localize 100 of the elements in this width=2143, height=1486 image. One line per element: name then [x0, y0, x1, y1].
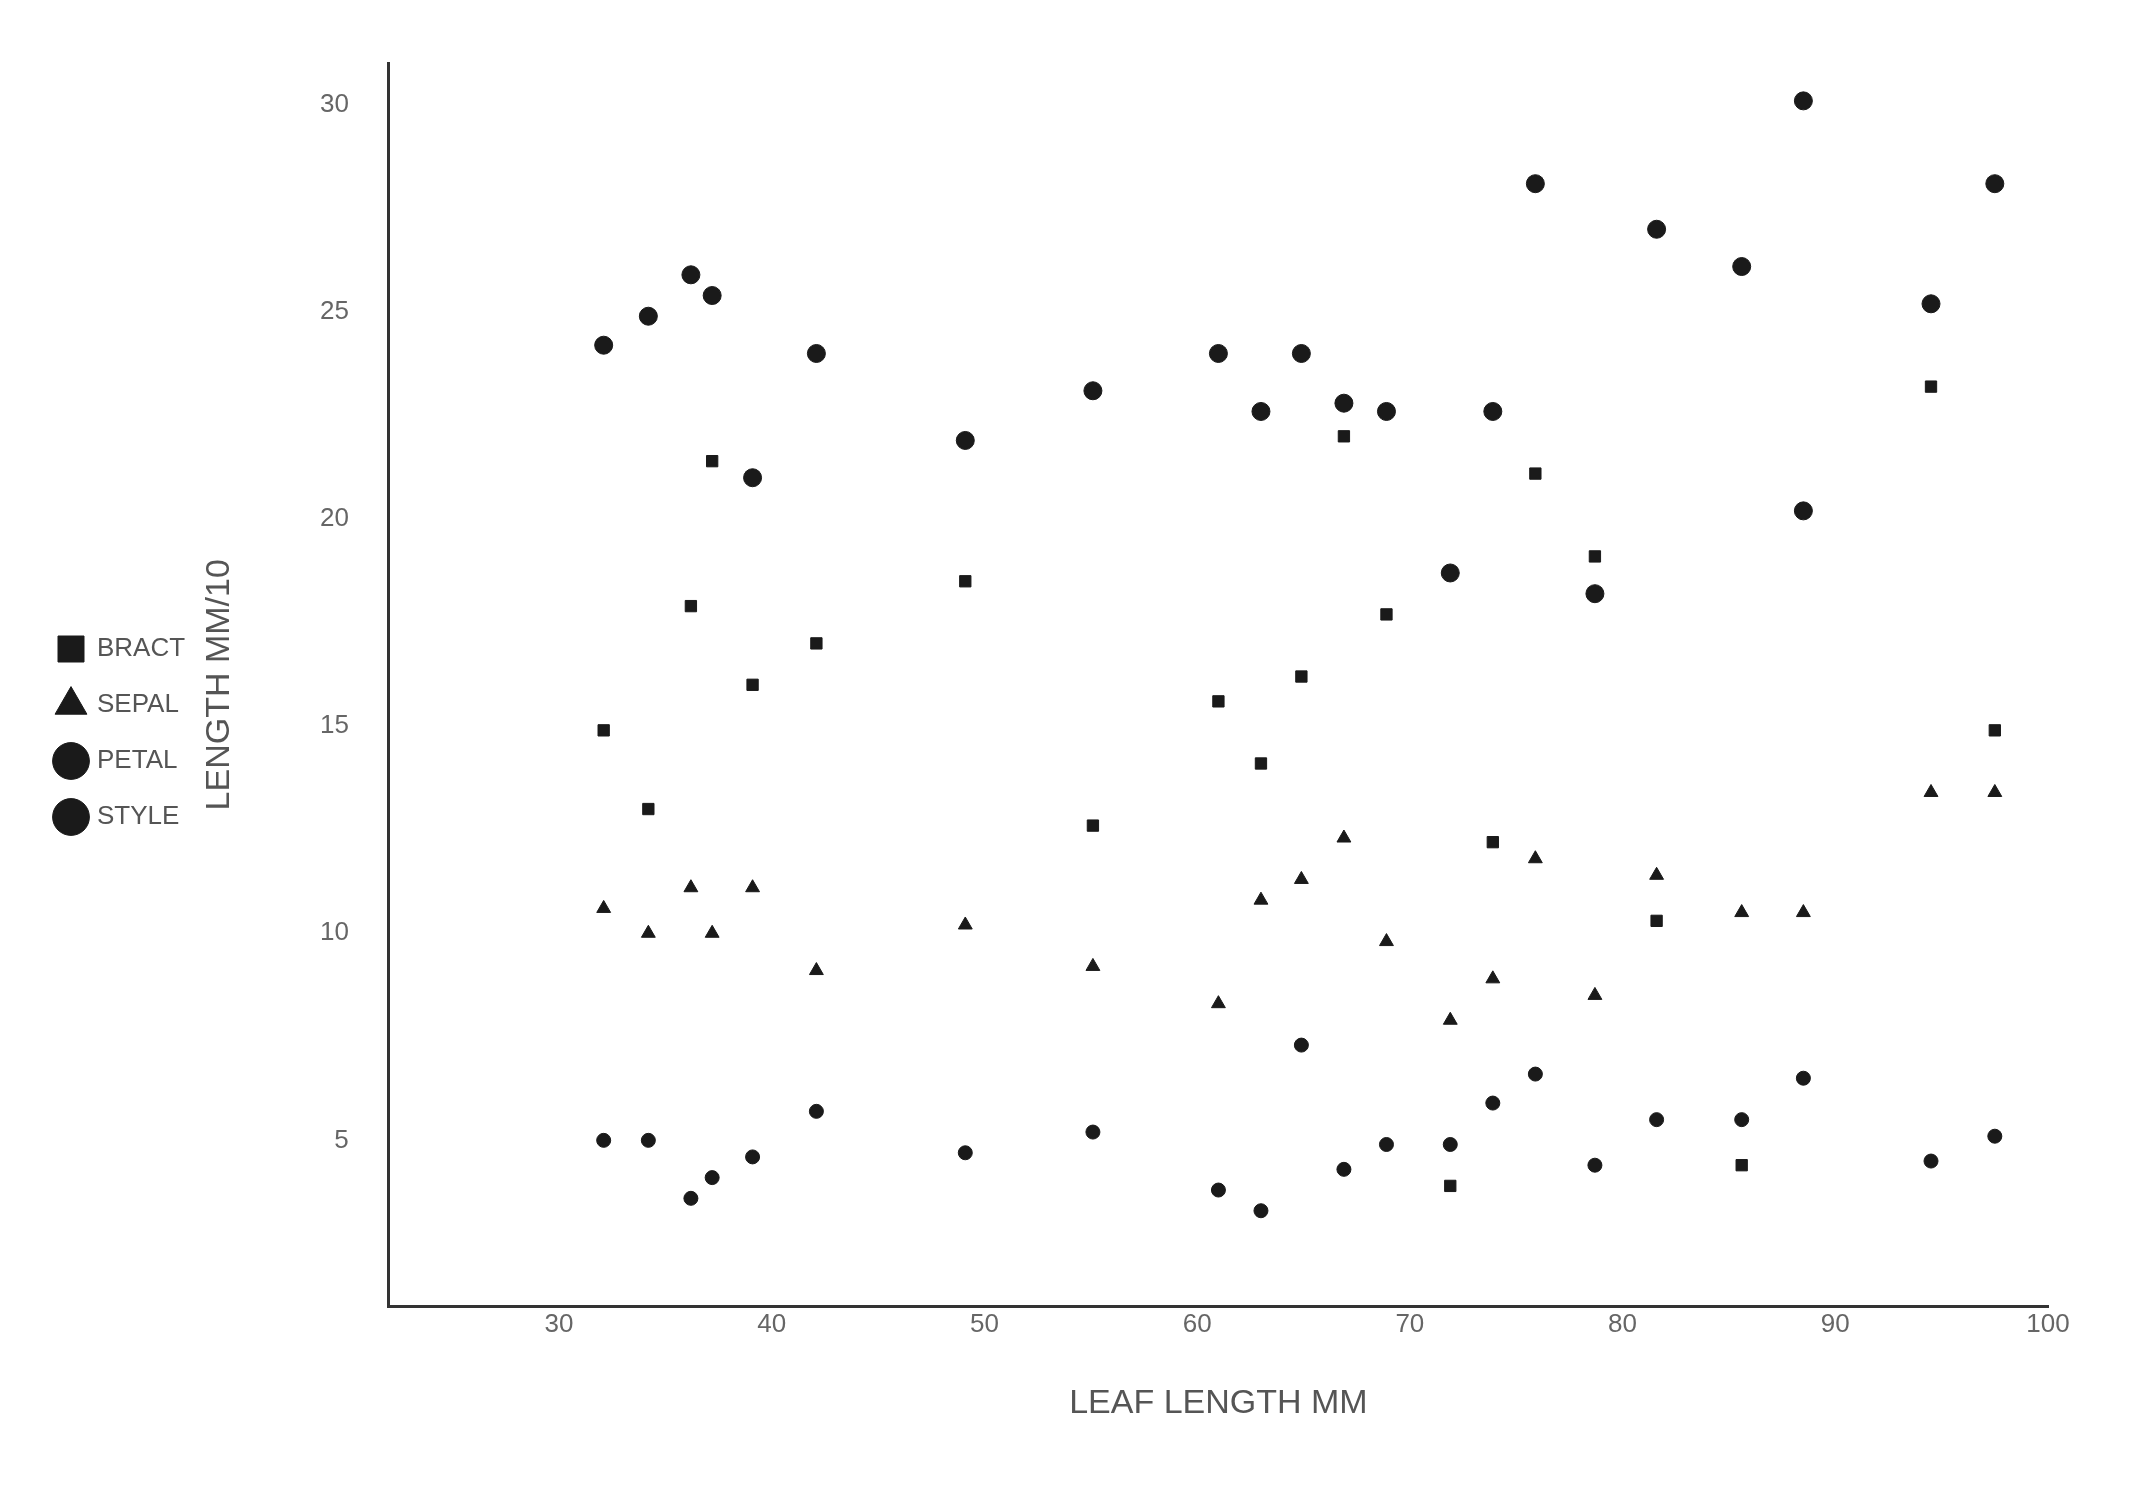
point — [1334, 393, 1354, 413]
point — [1380, 608, 1393, 621]
point — [1924, 380, 1938, 393]
point — [640, 924, 656, 938]
point — [1485, 1095, 1501, 1111]
point — [1793, 501, 1813, 521]
point — [1208, 343, 1228, 363]
x-tick-label: 80 — [1608, 1307, 1638, 1338]
point — [1587, 986, 1603, 1000]
point — [596, 899, 612, 913]
point — [1587, 1157, 1603, 1173]
point — [745, 879, 761, 893]
x-tick-label: 90 — [1820, 1307, 1850, 1338]
point — [1649, 866, 1665, 880]
point — [642, 802, 655, 816]
point — [1588, 550, 1602, 563]
point — [1734, 904, 1750, 918]
point — [1525, 174, 1545, 194]
point — [1923, 1153, 1939, 1169]
legend-label: SEPAL — [97, 688, 179, 719]
point — [806, 343, 826, 363]
point — [957, 916, 973, 930]
point — [957, 1145, 973, 1161]
point — [959, 575, 972, 588]
point — [640, 1132, 656, 1148]
point — [1253, 1203, 1269, 1219]
point — [1585, 584, 1605, 604]
point — [1647, 219, 1667, 239]
point — [683, 879, 699, 893]
y-tick-label: 5 — [334, 1123, 349, 1154]
x-tick-label: 100 — [2026, 1307, 2070, 1338]
y-tick-label: 15 — [319, 709, 349, 740]
x-tick-label: 70 — [1395, 1307, 1425, 1338]
y-axis-title: LENGTH MM/10 — [197, 559, 236, 811]
point — [1987, 783, 2003, 797]
x-tick-label: 40 — [757, 1307, 787, 1338]
point — [638, 306, 658, 326]
point — [955, 430, 975, 450]
point — [1085, 1124, 1101, 1140]
point — [810, 637, 823, 650]
point — [1921, 294, 1941, 314]
point — [1376, 401, 1396, 421]
point — [594, 335, 614, 355]
point — [1483, 401, 1503, 421]
y-tick-label: 20 — [319, 502, 349, 533]
point — [1735, 1159, 1748, 1172]
point — [1985, 174, 2005, 194]
point — [1988, 724, 2001, 737]
point — [1337, 430, 1351, 443]
point — [596, 1132, 612, 1148]
point — [808, 1103, 824, 1119]
point — [1336, 1161, 1352, 1177]
y-tick-label: 25 — [319, 295, 349, 326]
point — [704, 924, 720, 938]
point — [1486, 836, 1499, 849]
legend-label: BRACT — [97, 632, 186, 663]
point — [1442, 1011, 1458, 1025]
legend-label: PETAL — [97, 744, 178, 775]
point — [1291, 343, 1311, 363]
x-tick-label: 50 — [969, 1307, 999, 1338]
point — [1212, 695, 1225, 708]
point — [1795, 904, 1811, 918]
point — [706, 455, 719, 468]
point — [1527, 850, 1543, 864]
point — [1649, 1112, 1665, 1128]
point — [1210, 995, 1226, 1009]
point — [1210, 1182, 1226, 1198]
point — [745, 1149, 761, 1165]
point — [1529, 467, 1542, 480]
point — [681, 265, 701, 285]
point — [1295, 670, 1308, 683]
point — [683, 1190, 699, 1206]
point — [1253, 891, 1269, 905]
point — [1379, 933, 1394, 947]
point — [1440, 563, 1460, 583]
point — [743, 468, 763, 488]
point — [1795, 1070, 1811, 1086]
point — [1293, 1037, 1309, 1053]
point — [1251, 401, 1271, 421]
point — [1793, 91, 1813, 111]
point — [702, 286, 722, 306]
point — [1485, 970, 1501, 984]
point — [1442, 1136, 1458, 1152]
point — [1923, 783, 1939, 797]
point — [1650, 914, 1663, 928]
point — [1732, 257, 1752, 277]
y-tick-label: 30 — [319, 88, 349, 119]
point — [1254, 757, 1268, 770]
point — [1987, 1128, 2003, 1144]
point — [1293, 870, 1309, 884]
point — [1085, 957, 1101, 971]
point — [1336, 829, 1352, 843]
y-tick-label: 10 — [319, 916, 349, 947]
point — [746, 678, 759, 691]
point — [1378, 1136, 1394, 1152]
x-tick-label: 60 — [1182, 1307, 1212, 1338]
point — [1527, 1066, 1543, 1082]
point — [1086, 819, 1100, 832]
point — [597, 724, 610, 737]
legend-label: STYLE — [97, 800, 180, 831]
